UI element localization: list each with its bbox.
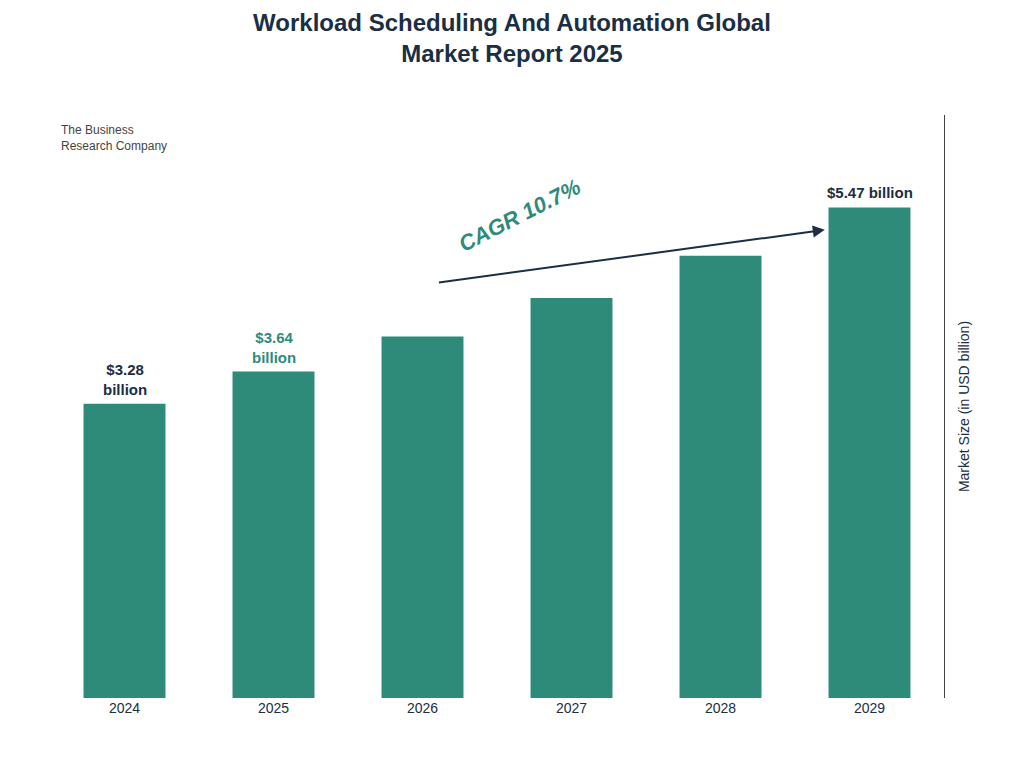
- svg-text:CAGR 10.7%: CAGR 10.7%: [455, 174, 585, 257]
- svg-text:The BusinessResearch Company: The BusinessResearch Company: [61, 123, 167, 153]
- svg-text:$3.64billion: $3.64billion: [252, 329, 296, 366]
- svg-text:2029: 2029: [854, 700, 885, 716]
- svg-text:$5.47 billion: $5.47 billion: [827, 184, 913, 201]
- svg-text:$3.28billion: $3.28billion: [103, 361, 147, 398]
- svg-text:2026: 2026: [407, 700, 438, 716]
- svg-text:2028: 2028: [705, 700, 736, 716]
- svg-text:2027: 2027: [556, 700, 587, 716]
- svg-text:2024: 2024: [109, 700, 140, 716]
- svg-text:Workload Scheduling And Automa: Workload Scheduling And Automation Globa…: [253, 9, 771, 67]
- svg-text:2025: 2025: [258, 700, 289, 716]
- svg-text:Market Size (in USD billion): Market Size (in USD billion): [956, 321, 972, 492]
